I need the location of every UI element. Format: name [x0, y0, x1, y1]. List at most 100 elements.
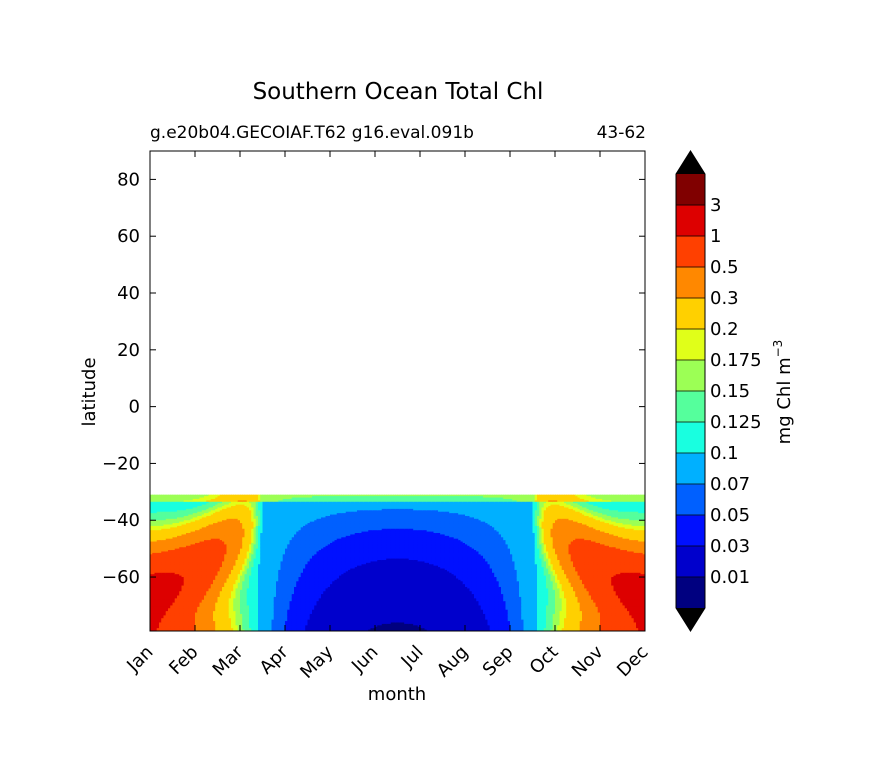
field-cell [190, 501, 194, 504]
field-cell [226, 545, 230, 548]
field-cell [251, 507, 255, 510]
field-cell [197, 528, 201, 531]
field-cell [179, 618, 183, 621]
field-cell [168, 528, 171, 531]
field-cell [226, 618, 230, 621]
field-cell [168, 612, 171, 615]
field-cell [231, 517, 234, 520]
field-cell [224, 564, 228, 567]
field-cell [235, 544, 239, 547]
field-cell [215, 528, 219, 531]
field-cell [152, 497, 156, 500]
field-cell [222, 504, 225, 507]
field-cell [201, 531, 205, 534]
field-cell [161, 558, 165, 561]
field-cell [217, 501, 221, 504]
field-cell [210, 511, 214, 514]
field-cell [210, 524, 214, 527]
field-cell [251, 611, 255, 614]
field-cell [163, 507, 167, 510]
field-cell [156, 511, 160, 514]
field-cell [206, 612, 210, 615]
field-cell [168, 535, 171, 538]
field-cell [174, 567, 178, 570]
field-cell [192, 534, 196, 537]
field-cell [242, 559, 246, 563]
field-cell [152, 515, 156, 518]
field-cell [172, 513, 176, 516]
field-cell [217, 609, 221, 612]
field-cell [231, 616, 234, 619]
field-cell [181, 496, 185, 499]
field-cell [242, 599, 246, 602]
field-cell [201, 588, 205, 591]
field-cell [204, 606, 207, 609]
field-cell [208, 517, 212, 520]
field-cell [192, 496, 196, 499]
field-cell [188, 535, 192, 538]
field-cell [195, 619, 198, 622]
field-cell [201, 523, 205, 526]
field-cell [192, 591, 196, 594]
field-cell [255, 535, 259, 538]
field-cell [190, 510, 194, 513]
field-cell [235, 545, 239, 548]
field-cell [222, 537, 225, 540]
field-cell [159, 527, 162, 530]
field-cell [163, 592, 167, 595]
field-cell [192, 589, 196, 592]
field-cell [150, 545, 153, 548]
field-cell [165, 554, 169, 557]
field-cell [242, 533, 246, 536]
field-cell [258, 588, 261, 591]
field-cell [233, 518, 237, 521]
field-cell [177, 503, 180, 506]
field-cell [201, 530, 205, 533]
field-cell [246, 530, 250, 533]
field-cell [188, 550, 192, 553]
field-cell [174, 514, 178, 517]
field-cell [219, 540, 223, 543]
field-cell [258, 604, 261, 607]
field-cell [213, 550, 216, 553]
field-cell [255, 506, 259, 509]
field-cell [208, 508, 212, 511]
field-cell [237, 528, 241, 531]
field-cell [228, 618, 232, 621]
field-cell [190, 601, 194, 604]
field-cell [195, 565, 198, 568]
field-cell [255, 609, 259, 612]
field-cell [201, 527, 205, 530]
field-cell [201, 538, 205, 541]
field-cell [253, 528, 257, 531]
field-cell [233, 571, 237, 574]
field-cell [249, 515, 252, 518]
field-cell [242, 498, 246, 501]
field-cell [181, 514, 185, 517]
field-cell [154, 592, 158, 595]
field-cell [240, 544, 243, 547]
field-cell [159, 611, 162, 614]
field-cell [215, 616, 219, 619]
field-cell [190, 594, 194, 597]
field-cell [201, 574, 205, 577]
field-cell [215, 530, 219, 533]
field-cell [246, 569, 250, 572]
field-cell [242, 544, 246, 547]
field-cell [253, 602, 257, 605]
field-cell [226, 552, 230, 555]
field-cell [258, 565, 261, 568]
field-cell [197, 555, 201, 558]
field-cell [206, 579, 210, 582]
field-cell [255, 521, 259, 524]
field-cell [179, 542, 183, 545]
field-cell [235, 528, 239, 531]
field-cell [249, 554, 252, 557]
field-cell [233, 577, 237, 580]
field-cell [159, 578, 162, 581]
field-cell [186, 559, 189, 563]
field-cell [179, 619, 183, 622]
field-cell [235, 542, 239, 545]
field-cell [195, 510, 198, 513]
field-cell [199, 628, 203, 631]
